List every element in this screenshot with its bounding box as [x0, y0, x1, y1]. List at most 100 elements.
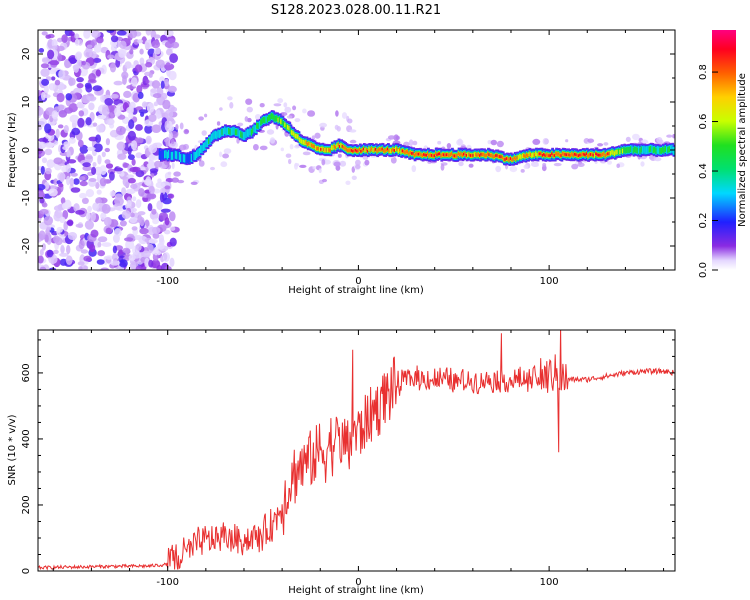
noise-blob: [146, 102, 155, 113]
halo-blob: [166, 164, 172, 170]
noise-blob: [58, 183, 64, 188]
halo-blob: [219, 151, 223, 158]
noise-blob: [91, 30, 101, 38]
noise-blob: [119, 220, 127, 227]
halo-blob: [289, 144, 294, 150]
noise-blob: [43, 84, 49, 94]
noise-blob: [44, 123, 52, 134]
noise-blob: [105, 138, 110, 146]
halo-blob: [672, 134, 675, 139]
noise-blob: [78, 239, 85, 250]
halo-blob: [302, 108, 307, 114]
ytick-label: -10: [21, 190, 32, 206]
halo-blob: [355, 164, 361, 169]
noise-blob: [46, 159, 55, 169]
halo-blob: [273, 103, 282, 107]
ridge-cell: [428, 154, 432, 158]
noise-blob: [167, 193, 175, 199]
noise-blob: [53, 178, 58, 186]
halo-blob: [307, 110, 316, 117]
halo-blob: [625, 136, 631, 142]
halo-blob: [632, 133, 640, 141]
halo-blob: [287, 115, 293, 119]
noise-blob: [112, 245, 117, 254]
noise-blob: [144, 124, 153, 134]
ytick-label: -20: [21, 238, 32, 254]
halo-blob: [412, 140, 418, 146]
halo-blob: [666, 134, 673, 138]
halo-blob: [198, 160, 205, 167]
noise-blob: [97, 241, 102, 248]
noise-blob: [152, 93, 162, 99]
noise-blob: [57, 37, 63, 43]
noise-blob: [161, 92, 168, 100]
noise-blob: [165, 136, 170, 147]
halo-blob: [490, 139, 497, 146]
noise-blob: [71, 127, 81, 136]
noise-blob: [73, 64, 79, 73]
halo-blob: [173, 171, 181, 177]
noise-blob: [53, 205, 63, 212]
halo-blob: [253, 144, 259, 151]
noise-blob: [106, 118, 115, 126]
noise-blob: [96, 259, 105, 265]
noise-blob: [162, 99, 171, 110]
noise-blob: [106, 30, 115, 34]
noise-blob: [44, 234, 49, 243]
halo-blob: [177, 179, 185, 184]
noise-blob: [78, 110, 85, 117]
noise-blob: [114, 107, 121, 117]
xtick-label: 100: [540, 577, 559, 588]
noise-blob: [168, 70, 177, 81]
noise-blob: [85, 117, 92, 126]
noise-blob: [147, 203, 153, 212]
noise-blob: [155, 59, 166, 69]
spectrogram-ylabel: Frequency (Hz): [7, 112, 18, 188]
noise-blob: [127, 154, 135, 161]
noise-blob: [81, 197, 89, 204]
noise-blob: [68, 57, 77, 64]
noise-blob: [124, 237, 134, 242]
halo-blob: [347, 118, 353, 124]
ridge-cell: [249, 127, 253, 136]
noise-blob: [129, 167, 139, 173]
noise-blob: [93, 44, 102, 53]
noise-blob: [100, 267, 109, 270]
halo-blob: [496, 140, 504, 148]
halo-blob: [337, 153, 342, 158]
halo-blob: [294, 118, 301, 123]
halo-blob: [408, 139, 414, 146]
halo-blob: [280, 112, 288, 116]
noise-blob: [56, 226, 63, 233]
noise-blob: [53, 249, 59, 254]
noise-blob: [126, 200, 132, 207]
snr-frame: [37, 329, 676, 572]
noise-blob: [57, 104, 65, 111]
noise-blob: [59, 216, 66, 223]
noise-blob: [145, 61, 153, 68]
noise-blob: [97, 154, 102, 165]
noise-blob: [41, 57, 51, 64]
xtick-label: -100: [156, 577, 179, 588]
noise-blob: [129, 48, 134, 55]
noise-blob: [140, 83, 150, 88]
ridge-cell: [237, 128, 241, 137]
noise-blob: [40, 68, 50, 77]
noise-blob: [139, 227, 149, 235]
noise-blob: [148, 238, 158, 244]
halo-blob: [339, 160, 347, 167]
halo-blob: [288, 158, 292, 165]
noise-blob: [144, 257, 150, 268]
ridge-cell: [253, 124, 257, 133]
noise-blob: [96, 189, 102, 195]
noise-blob: [65, 163, 72, 173]
noise-blob: [171, 41, 180, 49]
noise-blob: [152, 218, 160, 225]
noise-blob: [166, 48, 173, 56]
noise-blob: [141, 250, 151, 258]
noise-blob: [121, 187, 127, 196]
noise-blob: [55, 128, 60, 139]
noise-blob: [57, 45, 65, 52]
noise-blob: [75, 210, 85, 215]
